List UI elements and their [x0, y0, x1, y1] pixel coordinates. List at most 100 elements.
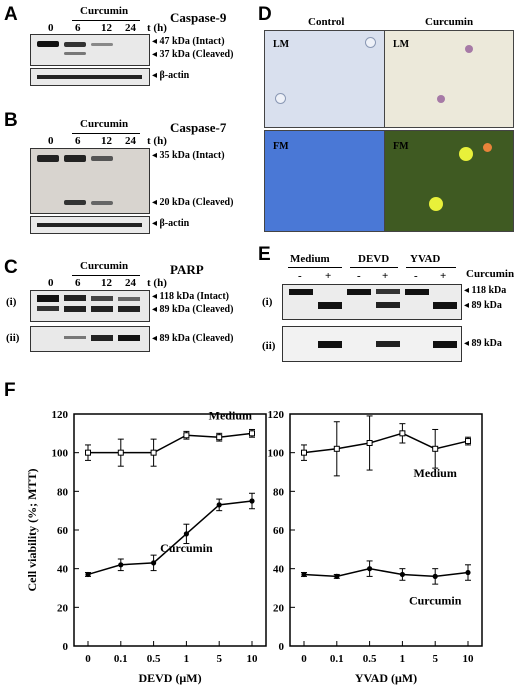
panel-c-blot-ii — [30, 326, 150, 352]
panel-e-row-label: (i) — [262, 296, 273, 308]
panel-e-sign: + — [440, 270, 447, 282]
panel-c-band-label: ◂ 118 kDa (Intact) — [152, 291, 229, 302]
band — [37, 41, 59, 47]
data-point-medium — [117, 449, 124, 456]
panel-e-group: YVAD — [410, 253, 441, 265]
data-point-medium — [432, 445, 439, 452]
cell — [275, 93, 286, 104]
data-point-medium — [465, 438, 471, 445]
plot-frame — [289, 413, 483, 647]
band — [91, 43, 113, 46]
band — [433, 341, 457, 348]
plot-frame — [73, 413, 267, 647]
panel-c-treatment: Curcumin — [80, 260, 129, 272]
panel-e-sign: - — [298, 270, 302, 282]
band — [37, 75, 142, 79]
panel-a-band-label: ◂ 37 kDa (Cleaved) — [152, 49, 234, 60]
data-point-medium — [85, 449, 91, 456]
panel-d-fm-curcumin: FM — [384, 130, 514, 232]
panel-b-lane: 6 — [75, 135, 81, 147]
panel-b-loading-label: ◂ β-actin — [152, 218, 190, 229]
band — [64, 200, 86, 205]
data-point-medium — [399, 430, 406, 437]
panel-c-row-label: (ii) — [6, 332, 20, 344]
band — [64, 42, 86, 47]
y-tick-label: 20 — [57, 602, 69, 614]
y-tick-label: 80 — [273, 486, 285, 498]
cell — [365, 37, 376, 48]
y-tick-label: 20 — [273, 602, 285, 614]
y-tick-label: 60 — [57, 525, 69, 537]
panel-d-col-label: Curcumin — [425, 16, 474, 28]
band — [91, 306, 113, 312]
x-axis-label: DEVD (μM) — [138, 671, 201, 685]
y-tick-label: 100 — [52, 448, 69, 460]
panel-b-lane: 24 — [125, 135, 136, 147]
panel-d-label: D — [258, 4, 272, 25]
panel-e-sign: - — [414, 270, 418, 282]
x-tick-label: 0.5 — [147, 653, 161, 665]
chart-yvad: 0 20 40 60 80 100 120 0 0.1 0.5 1 5 10 YVAD (μM) Mediu… — [268, 409, 483, 685]
panel-d-lm-control: LM — [264, 30, 386, 128]
panel-b-band-label: ◂ 20 kDa (Cleaved) — [152, 197, 234, 208]
band — [318, 302, 342, 309]
series-label: Curcumin — [409, 593, 462, 607]
series-label: Curcumin — [160, 541, 213, 555]
panel-d-row-label: FM — [393, 141, 409, 152]
band — [64, 52, 86, 55]
panel-a-blot — [30, 34, 150, 66]
data-point-curcumin — [118, 562, 124, 568]
data-point-medium — [366, 440, 373, 446]
panel-c-row-label: (i) — [6, 296, 17, 308]
cell — [437, 95, 445, 103]
panel-c-band-label: ◂ 89 kDa (Cleaved) — [152, 304, 234, 315]
data-point-medium — [183, 432, 190, 439]
band — [37, 295, 59, 302]
panel-c-lane: 24 — [125, 277, 136, 289]
y-tick-label: 120 — [268, 409, 285, 421]
data-point-medium — [301, 449, 307, 456]
data-point-curcumin — [216, 502, 222, 508]
band — [37, 223, 142, 227]
panel-a-time-unit: t (h) — [147, 22, 167, 34]
band — [118, 297, 140, 301]
data-point-curcumin — [249, 498, 255, 504]
band — [91, 201, 113, 205]
band — [64, 336, 86, 339]
panel-b-label: B — [4, 110, 18, 131]
data-point-curcumin — [399, 571, 405, 578]
panel-b-band-label: ◂ 35 kDa (Intact) — [152, 150, 225, 161]
y-tick-label: 0 — [63, 641, 69, 653]
panel-a-lane: 6 — [75, 22, 81, 34]
y-tick-label: 0 — [279, 641, 285, 653]
series-label: Medium — [414, 466, 457, 480]
panel-e-band-label: ◂ 89 kDa — [464, 338, 502, 349]
x-tick-label: 0.5 — [363, 653, 377, 665]
panel-e-group-bar — [288, 267, 342, 268]
panel-d-row-label: FM — [273, 141, 289, 152]
panel-e-band-label: ◂ 118 kDa — [464, 285, 507, 296]
x-tick-label: 10 — [247, 653, 259, 665]
panel-e-group: DEVD — [358, 253, 390, 265]
x-axis-label: YVAD (μM) — [355, 671, 417, 685]
panel-b-treatment: Curcumin — [80, 118, 129, 130]
band — [37, 306, 59, 311]
cell — [483, 143, 492, 152]
band — [318, 341, 342, 348]
series-line-curcumin — [303, 567, 469, 578]
data-point-curcumin — [432, 573, 438, 579]
band — [376, 341, 400, 347]
panel-a-treatment: Curcumin — [80, 5, 129, 17]
band — [91, 296, 113, 301]
band — [91, 335, 113, 341]
panel-a-lane: 0 — [48, 22, 54, 34]
x-tick-label: 1 — [400, 653, 406, 665]
panel-a-lane: 24 — [125, 22, 136, 34]
y-axis-label: Cell viability (%; MTT) — [25, 469, 39, 592]
band — [64, 306, 86, 312]
series-line-medium — [88, 432, 253, 454]
data-point-medium — [249, 430, 255, 437]
band — [118, 335, 140, 341]
panel-a-loading-label: ◂ β-actin — [152, 70, 190, 81]
